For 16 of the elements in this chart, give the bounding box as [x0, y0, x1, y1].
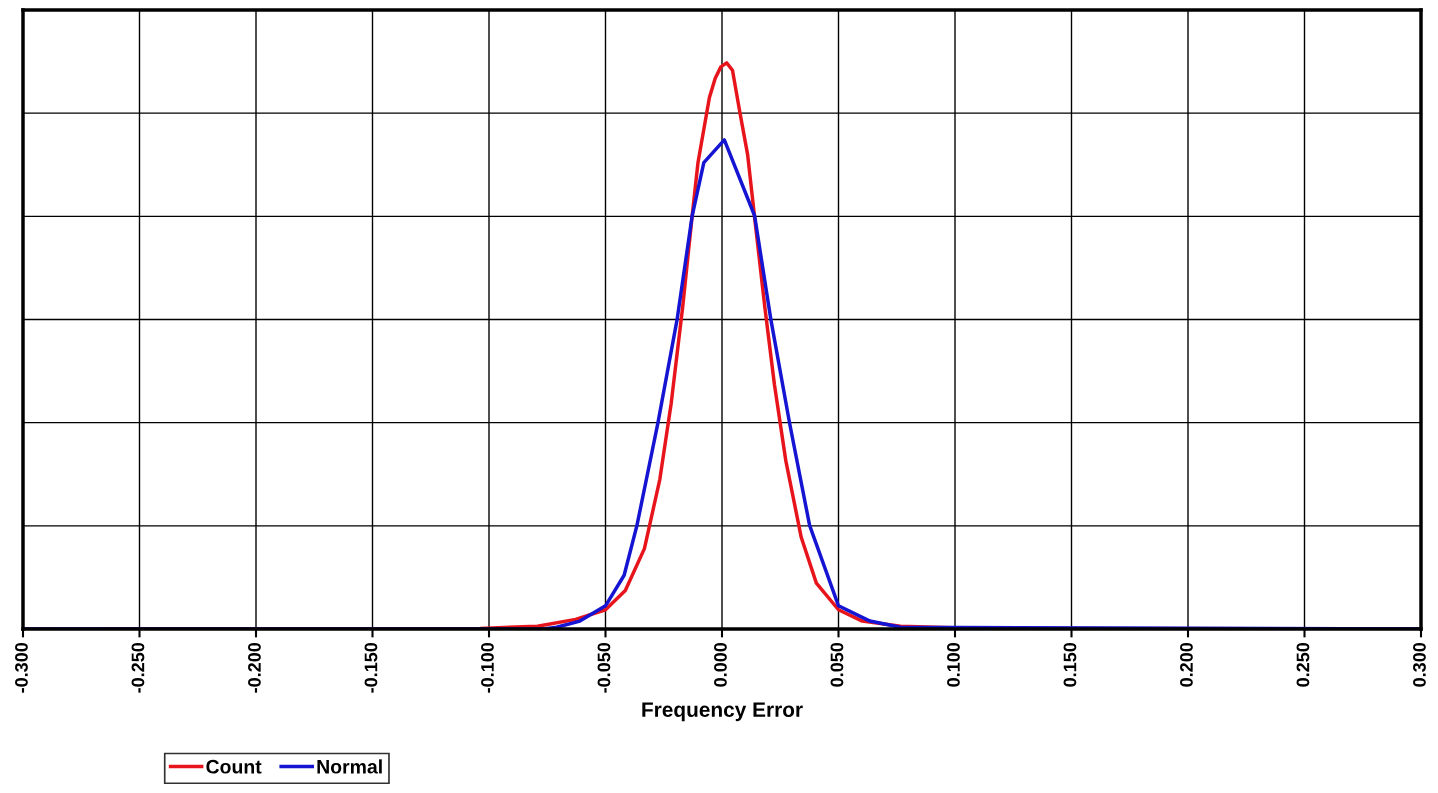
- legend-label: Normal: [317, 759, 382, 774]
- x-tick-label: -0.250: [131, 642, 145, 693]
- x-tick-label: 0.000: [714, 642, 727, 687]
- x-tick-label: -0.050: [597, 642, 611, 693]
- x-tick-label: 0.250: [1296, 642, 1310, 687]
- x-tick-label: 0.050: [830, 642, 844, 687]
- x-tick-label: -0.200: [248, 642, 261, 693]
- x-tick-label: 0.150: [1063, 642, 1077, 687]
- x-tick-label: 0.300: [1413, 642, 1426, 687]
- x-tick-label: -0.150: [364, 642, 378, 693]
- x-tick-label: 0.200: [1180, 642, 1193, 687]
- x-axis-title: Frequency Error: [642, 702, 803, 722]
- x-tick-label: 0.100: [947, 642, 960, 687]
- legend-label: Count: [206, 759, 262, 774]
- x-tick-label: -0.300: [15, 642, 28, 693]
- x-tick-label: -0.100: [481, 642, 494, 693]
